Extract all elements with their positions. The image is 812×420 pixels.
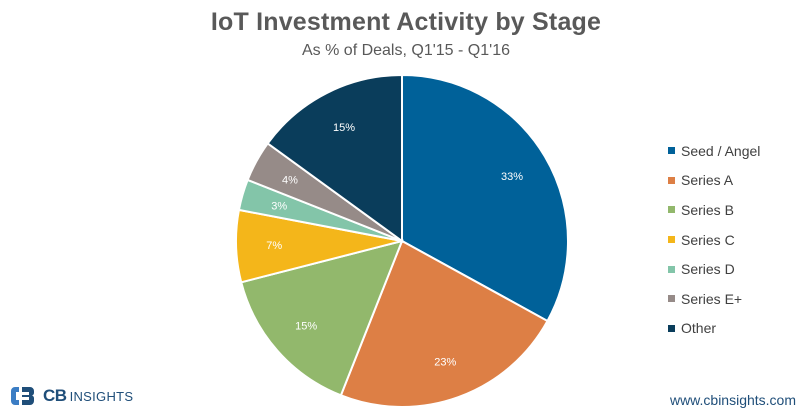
legend-swatch — [668, 147, 675, 155]
pie-slice-seed-angel[interactable] — [401, 73, 569, 323]
legend-swatch — [668, 265, 675, 273]
legend: Seed / Angel Series A Series B Series C Seri… — [668, 136, 760, 343]
legend-label: Series A — [681, 172, 734, 189]
legend-item[interactable]: Other — [668, 314, 760, 344]
cb-logo-icon — [11, 387, 34, 405]
legend-item[interactable]: Series A — [668, 166, 760, 196]
legend-label: Series E+ — [681, 290, 743, 307]
logo-insights-text: INSIGHTS — [69, 388, 134, 404]
logo-cb-text: CB — [43, 386, 67, 405]
pie-label: 3% — [271, 200, 287, 212]
pie-slice-series-a[interactable] — [339, 239, 549, 408]
legend-label: Series D — [681, 261, 735, 278]
legend-label: Series C — [681, 231, 735, 248]
legend-swatch — [668, 176, 675, 184]
pie-label: 15% — [295, 321, 317, 333]
legend-swatch — [668, 324, 675, 332]
legend-swatch — [668, 236, 675, 244]
cb-insights-logo: CB INSIGHTS — [10, 385, 133, 407]
legend-item[interactable]: Series E+ — [668, 284, 760, 314]
pie-slice-other[interactable] — [266, 73, 403, 243]
legend-item[interactable]: Seed / Angel — [668, 136, 760, 166]
chart-subtitle: As % of Deals, Q1'15 - Q1'16 — [302, 42, 510, 59]
pie-slice-series-b[interactable] — [239, 239, 404, 397]
pie-label: 4% — [282, 174, 298, 186]
pie-label: 33% — [501, 171, 523, 183]
legend-item[interactable]: Series B — [668, 195, 760, 225]
legend-item[interactable]: Series D — [668, 254, 760, 284]
pie-label: 23% — [434, 356, 456, 368]
website-url[interactable]: www.cbinsights.com — [669, 392, 796, 408]
legend-label: Series B — [681, 201, 734, 218]
legend-label: Other — [681, 320, 717, 337]
legend-swatch — [668, 295, 675, 303]
chart-title: IoT Investment Activity by Stage — [210, 8, 602, 36]
pie-label: 7% — [266, 240, 282, 252]
legend-swatch — [668, 206, 675, 214]
legend-label: Seed / Angel — [681, 142, 761, 159]
legend-item[interactable]: Series C — [668, 225, 760, 255]
pie-label: 15% — [333, 122, 355, 134]
